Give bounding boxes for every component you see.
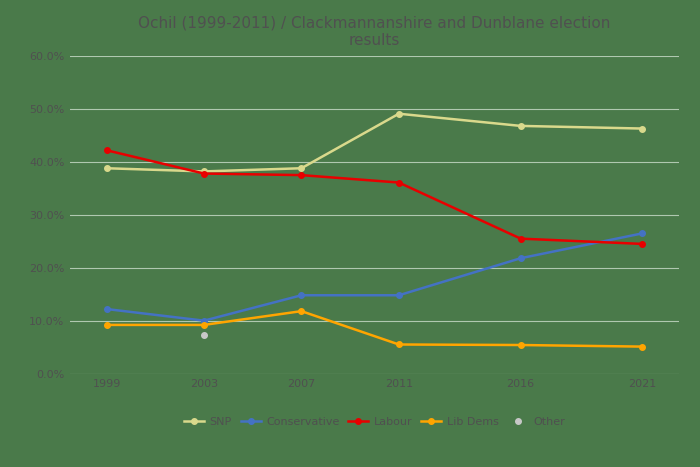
Labour xyxy=(298,172,306,178)
Conservative xyxy=(517,255,525,261)
Lib Dems xyxy=(395,342,403,347)
SNP xyxy=(199,169,208,174)
Conservative xyxy=(638,231,647,236)
Line: Lib Dems: Lib Dems xyxy=(104,308,645,349)
Title: Ochil (1999-2011) / Clackmannanshire and Dunblane election
results: Ochil (1999-2011) / Clackmannanshire and… xyxy=(139,15,610,48)
SNP xyxy=(638,126,647,131)
Line: SNP: SNP xyxy=(104,111,645,174)
SNP xyxy=(298,165,306,171)
Lib Dems xyxy=(199,322,208,328)
Labour xyxy=(395,180,403,185)
Legend: SNP, Conservative, Labour, Lib Dems, Other: SNP, Conservative, Labour, Lib Dems, Oth… xyxy=(184,417,565,427)
Lib Dems xyxy=(102,322,111,328)
Conservative xyxy=(395,292,403,298)
Conservative xyxy=(199,318,208,324)
Conservative xyxy=(298,292,306,298)
Labour xyxy=(638,241,647,247)
SNP xyxy=(517,123,525,129)
Labour xyxy=(517,236,525,241)
SNP xyxy=(102,165,111,171)
Lib Dems xyxy=(638,344,647,349)
Labour xyxy=(102,148,111,153)
Line: Conservative: Conservative xyxy=(104,231,645,324)
Conservative xyxy=(102,306,111,312)
Line: Labour: Labour xyxy=(104,148,645,247)
Lib Dems xyxy=(517,342,525,348)
SNP xyxy=(395,111,403,117)
Lib Dems xyxy=(298,308,306,314)
Labour xyxy=(199,171,208,177)
